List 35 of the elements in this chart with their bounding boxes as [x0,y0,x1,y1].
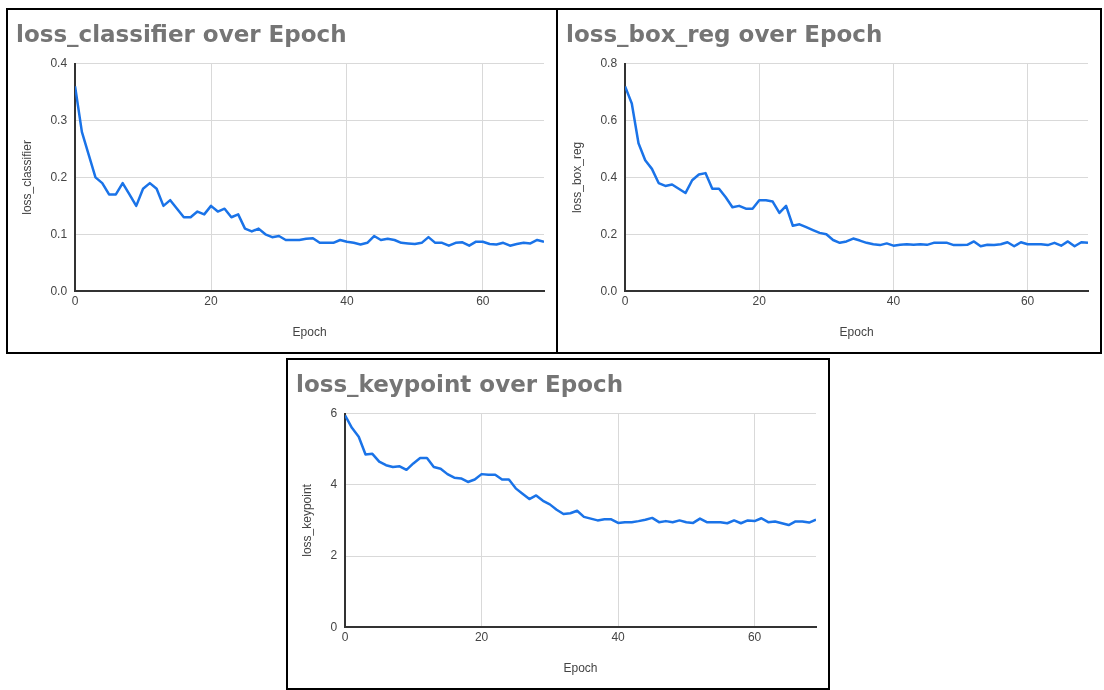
y-tick-label: 0.0 [600,283,618,298]
x-tick-label: 60 [747,629,762,644]
y-tick-label: 0.3 [50,112,68,127]
y-tick-label: 6 [330,405,338,420]
y-tick-label: 0.2 [50,169,68,184]
chart-title: loss_classifier over Epoch [16,20,347,47]
y-tick-label: 0 [330,619,338,634]
x-tick-label: 40 [611,629,626,644]
x-tick-label: 40 [340,293,354,308]
y-tick-label: 0.1 [50,226,68,241]
y-axis-title: loss_box_reg [569,141,584,214]
x-tick-label: 20 [474,629,489,644]
x-tick-label: 60 [476,293,490,308]
y-tick-label: 0.4 [600,169,618,184]
chart-title: loss_box_reg over Epoch [566,20,883,47]
x-axis-title: Epoch [292,325,327,340]
x-tick-label: 0 [621,293,629,308]
x-tick-label: 0 [341,629,349,644]
y-tick-label: 0.0 [50,283,68,298]
x-axis-title: Epoch [839,325,874,340]
chart-title: loss_keypoint over Epoch [296,370,624,397]
y-tick-label: 4 [330,477,338,492]
y-tick-label: 2 [330,548,338,563]
x-axis-title: Epoch [563,661,598,676]
y-tick-label: 0.4 [50,55,68,70]
x-tick-label: 60 [1020,293,1035,308]
x-tick-label: 40 [886,293,901,308]
y-axis-title: loss_keypoint [299,483,314,557]
x-tick-label: 20 [204,293,218,308]
x-tick-label: 20 [752,293,767,308]
x-tick-label: 0 [71,293,79,308]
y-tick-label: 0.6 [600,112,618,127]
y-axis-title: loss_classifier [19,140,34,215]
y-tick-label: 0.8 [600,55,618,70]
y-tick-label: 0.2 [600,226,618,241]
